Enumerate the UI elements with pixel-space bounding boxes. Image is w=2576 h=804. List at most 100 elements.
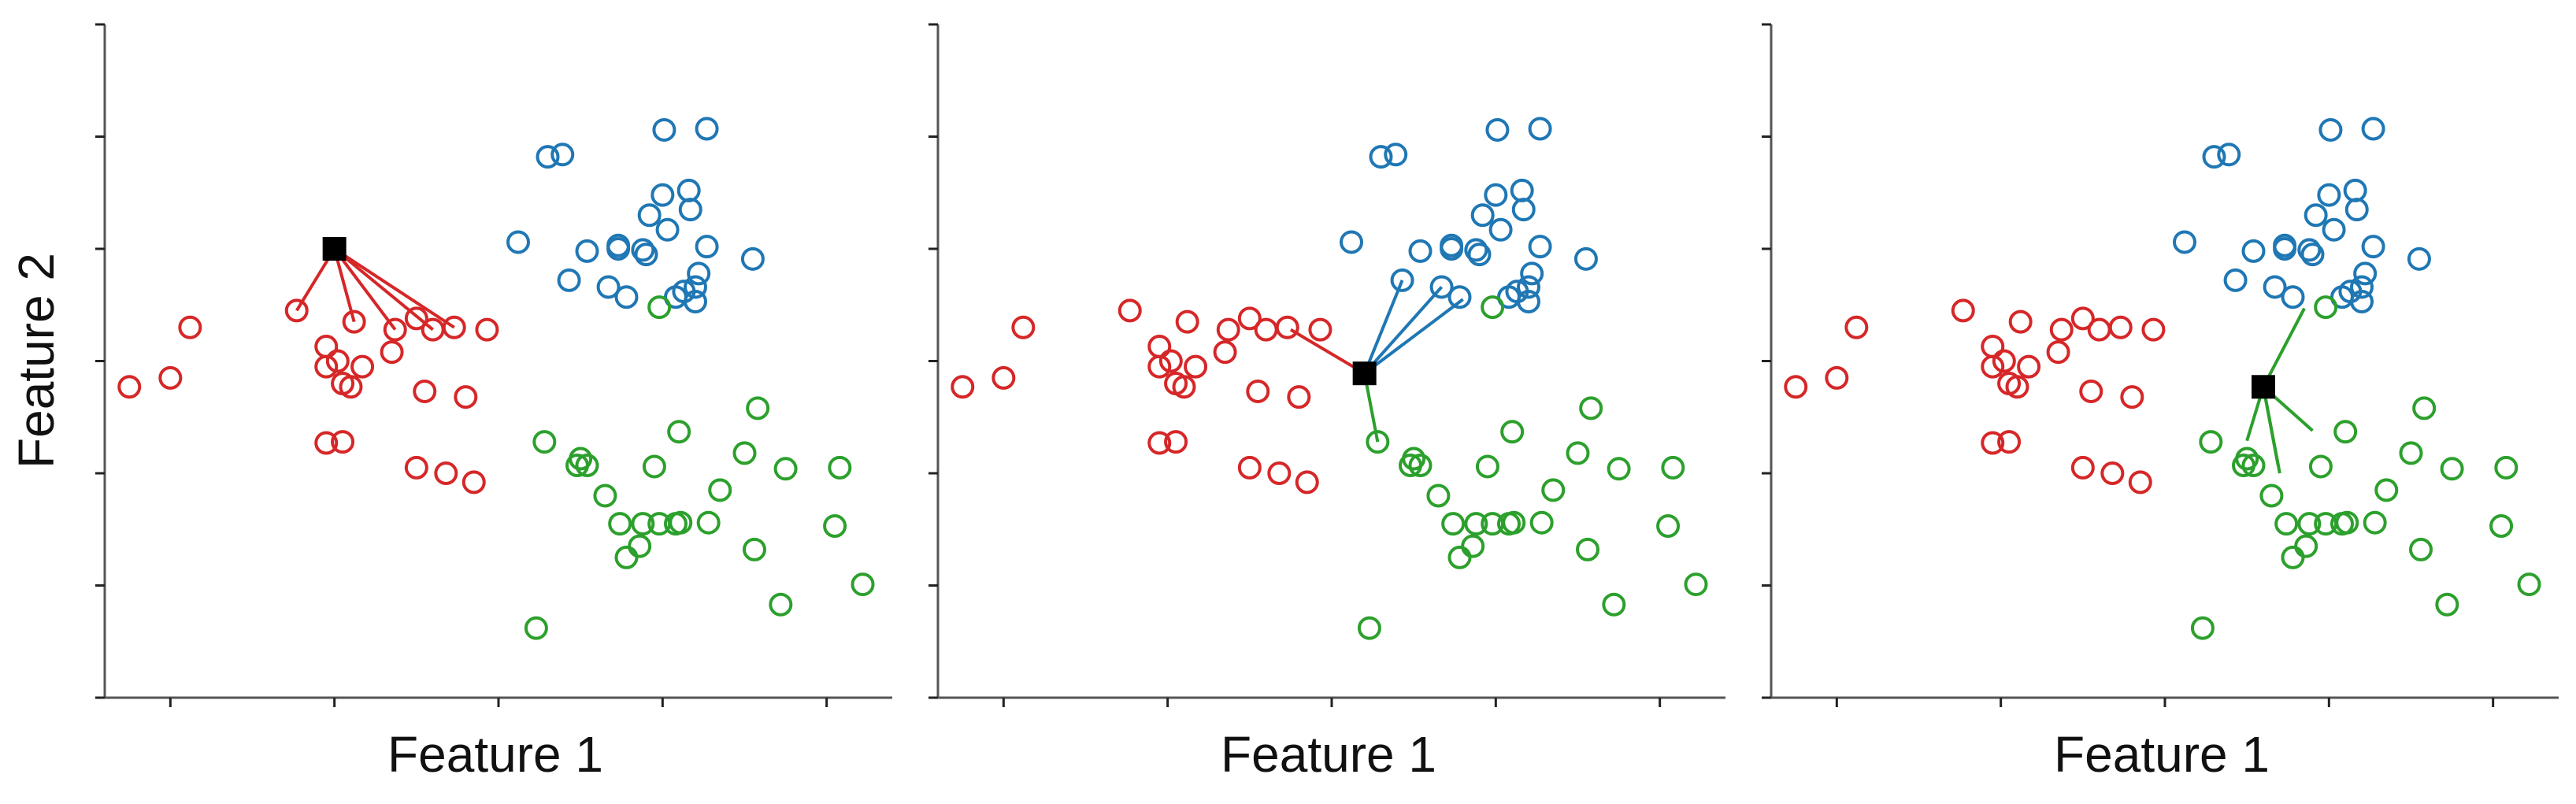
data-point-green bbox=[1529, 510, 1554, 535]
data-point-green bbox=[2199, 430, 2223, 454]
data-point-blue bbox=[2241, 239, 2266, 263]
data-point-green bbox=[1447, 545, 1472, 569]
data-point-red bbox=[2079, 379, 2103, 403]
data-point-blue bbox=[687, 261, 711, 286]
data-point-green bbox=[1656, 513, 1681, 538]
data-point-green bbox=[2190, 616, 2215, 640]
data-point-blue bbox=[695, 235, 719, 259]
data-point-blue bbox=[2353, 261, 2378, 286]
data-point-green bbox=[614, 545, 639, 569]
data-point-green bbox=[2374, 478, 2399, 502]
data-point-blue bbox=[637, 203, 662, 228]
panel-2: Feature 1 bbox=[928, 23, 1725, 783]
data-point-green bbox=[2274, 512, 2299, 536]
neighbor-link bbox=[333, 247, 434, 332]
data-point-blue bbox=[2202, 145, 2226, 169]
data-point-blue bbox=[2273, 233, 2297, 258]
data-point-green bbox=[746, 396, 770, 421]
data-point-green bbox=[696, 510, 721, 535]
data-point-red bbox=[2049, 317, 2074, 342]
data-point-blue bbox=[2343, 178, 2367, 202]
y-axis-title: Feature 2 bbox=[8, 253, 65, 469]
data-point-red bbox=[2100, 461, 2125, 485]
data-point-red bbox=[1981, 334, 2005, 358]
data-point-green bbox=[2281, 545, 2305, 569]
data-point-blue bbox=[2350, 289, 2374, 313]
data-point-red bbox=[951, 375, 975, 399]
data-point-blue bbox=[695, 117, 719, 141]
data-point-blue bbox=[684, 275, 707, 299]
data-point-green bbox=[2517, 572, 2541, 597]
data-point-blue bbox=[2297, 238, 2322, 262]
data-point-green bbox=[2409, 537, 2433, 561]
data-point-green bbox=[1357, 616, 1381, 640]
data-point-red bbox=[461, 470, 486, 495]
data-point-blue bbox=[575, 239, 599, 263]
data-point-green bbox=[1541, 478, 1566, 502]
data-point-green bbox=[773, 457, 798, 481]
data-point-green bbox=[2335, 510, 2359, 535]
data-point-red bbox=[1158, 349, 1183, 373]
data-point-blue bbox=[684, 289, 707, 313]
data-point-blue bbox=[1511, 198, 1536, 222]
query-point bbox=[1352, 361, 1377, 386]
data-point-red bbox=[1951, 298, 1975, 323]
data-point-blue bbox=[2318, 117, 2343, 142]
data-point-red bbox=[2070, 455, 2095, 480]
neighbor-link bbox=[2262, 307, 2306, 388]
data-point-green bbox=[732, 441, 757, 465]
data-point-green bbox=[1426, 484, 1451, 508]
data-point-green bbox=[1602, 592, 1626, 617]
data-point-green bbox=[2235, 446, 2259, 471]
data-point-green bbox=[2489, 513, 2514, 538]
data-point-green bbox=[2412, 396, 2437, 421]
data-point-blue bbox=[1447, 285, 1472, 309]
data-point-green bbox=[2363, 510, 2387, 535]
data-point-green bbox=[1464, 512, 1488, 536]
data-point-blue bbox=[2344, 198, 2369, 222]
data-point-red bbox=[1147, 431, 1172, 455]
data-point-blue bbox=[631, 238, 655, 262]
data-point-blue bbox=[557, 268, 581, 292]
data-point-blue bbox=[2317, 183, 2341, 207]
data-point-blue bbox=[2173, 230, 2196, 254]
data-point-green bbox=[628, 534, 652, 558]
data-point-blue bbox=[2361, 117, 2385, 141]
data-point-green bbox=[1402, 446, 1426, 471]
data-point-blue bbox=[2223, 268, 2248, 292]
data-point-blue bbox=[1488, 217, 1513, 242]
data-point-red bbox=[1213, 340, 1237, 365]
data-point-blue bbox=[650, 183, 675, 207]
data-point-blue bbox=[2361, 235, 2385, 259]
data-point-blue bbox=[596, 275, 621, 299]
data-point-blue bbox=[614, 285, 639, 309]
data-point-blue bbox=[1429, 275, 1454, 299]
x-axis-title: Feature 1 bbox=[1221, 726, 1436, 783]
query-point bbox=[322, 237, 347, 261]
y-axis-title-group: Feature 2 bbox=[8, 253, 65, 469]
data-point-red bbox=[2141, 317, 2166, 342]
data-point-blue bbox=[2304, 203, 2328, 228]
neighbor-link bbox=[1289, 328, 1366, 375]
data-point-red bbox=[342, 309, 366, 334]
data-point-blue bbox=[676, 178, 701, 202]
data-point-blue bbox=[1528, 117, 1552, 141]
data-point-red bbox=[284, 298, 309, 323]
data-point-red bbox=[1981, 431, 2005, 455]
neighbor-link bbox=[333, 247, 455, 329]
data-point-green bbox=[769, 592, 793, 617]
data-point-red bbox=[1844, 315, 1869, 339]
data-point-blue bbox=[1510, 178, 1534, 202]
data-point-green bbox=[1502, 510, 1526, 535]
data-point-red bbox=[2120, 385, 2144, 409]
data-point-green bbox=[2399, 441, 2423, 465]
data-point-red bbox=[1997, 372, 2022, 395]
data-point-red bbox=[1118, 298, 1142, 323]
data-point-red bbox=[1164, 430, 1188, 454]
data-point-blue bbox=[2217, 143, 2241, 167]
data-point-red bbox=[1237, 455, 1262, 480]
data-point-red bbox=[1997, 430, 2022, 454]
data-point-green bbox=[1607, 457, 1631, 481]
data-point-red bbox=[380, 340, 404, 365]
data-point-blue bbox=[1340, 230, 1363, 254]
